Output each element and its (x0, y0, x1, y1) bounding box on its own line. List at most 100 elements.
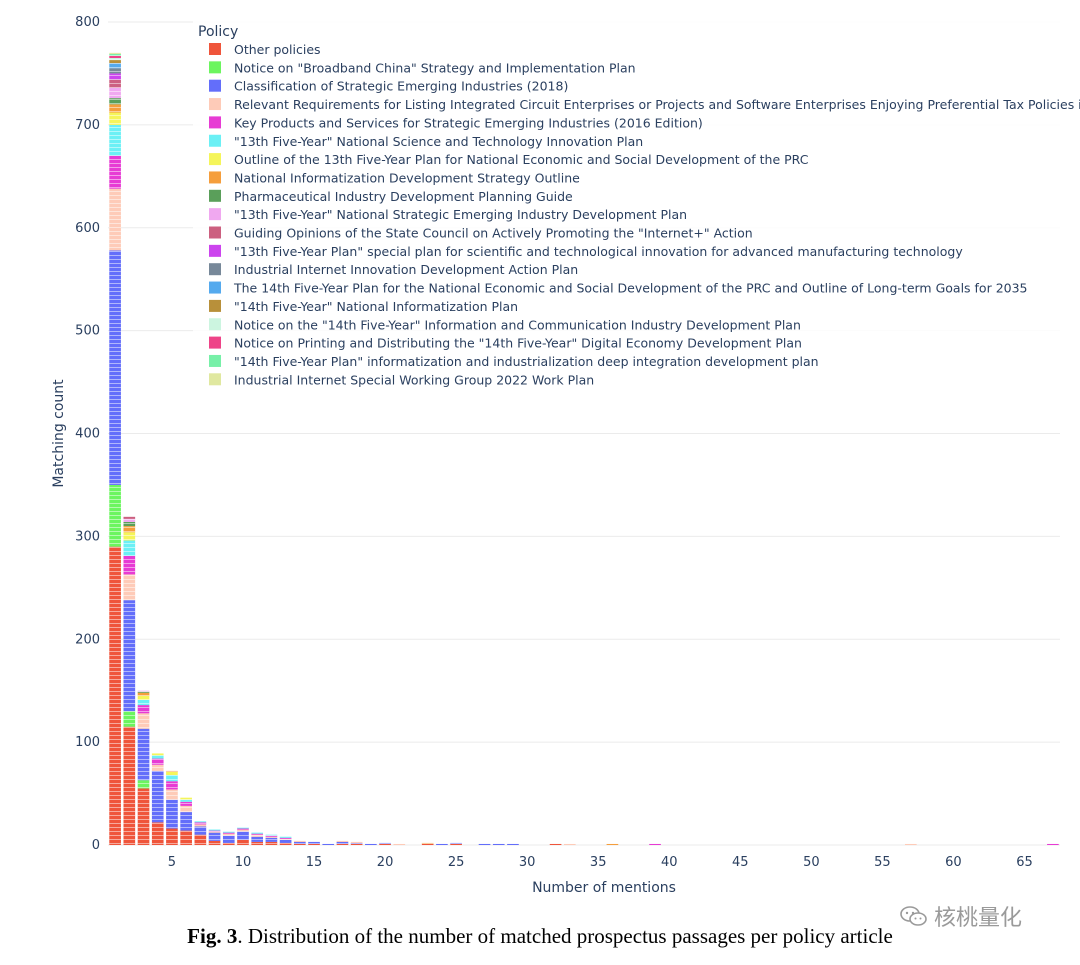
bar-stripe-overlay (904, 843, 917, 845)
legend-swatch (209, 61, 221, 74)
legend-entry: Key Products and Services for Strategic … (234, 115, 703, 130)
legend-background (193, 20, 1073, 392)
legend-entry: Other policies (234, 42, 321, 57)
y-tick-label: 400 (75, 427, 100, 442)
bar-stripe-overlay (265, 834, 278, 845)
figure-caption: Fig. 3. Distribution of the number of ma… (0, 924, 1080, 949)
x-tick-label: 10 (235, 855, 252, 870)
legend-entry: Notice on Printing and Distributing the … (234, 336, 802, 351)
bar-stripe-overlay (123, 516, 136, 845)
x-tick-label: 15 (306, 855, 323, 870)
bar-stripe-overlay (279, 836, 292, 845)
watermark-text: 核桃量化 (934, 906, 1023, 931)
legend-swatch (209, 226, 221, 239)
bar-stripe-overlay (393, 843, 406, 845)
bar-stripe-overlay (151, 753, 164, 845)
bar-stripe-overlay (336, 840, 349, 845)
bar-stripe-overlay (208, 829, 221, 845)
bar-stripe-overlay (563, 843, 576, 845)
caption-text: . Distribution of the number of matched … (237, 924, 893, 948)
bar-stripe-overlay (549, 843, 562, 845)
legend-swatch (209, 354, 221, 367)
x-tick-label: 60 (945, 855, 962, 870)
legend-swatch (209, 98, 221, 111)
x-tick-label: 40 (661, 855, 678, 870)
legend-swatch (209, 189, 221, 202)
bar-stripe-overlay (379, 842, 391, 845)
y-tick-label: 0 (92, 838, 100, 853)
bar-stripe-overlay (322, 843, 335, 845)
legend-title: Policy (198, 24, 238, 40)
legend-entry: National Informatization Development Str… (234, 170, 580, 185)
legend-swatch (209, 299, 221, 312)
y-tick-label: 200 (75, 632, 100, 647)
y-tick-label: 500 (75, 324, 100, 339)
bar-stripe-overlay (1047, 843, 1059, 845)
legend-swatch (209, 373, 221, 386)
y-tick-label: 600 (75, 221, 100, 236)
legend-entry: "14th Five-Year Plan" informatization an… (234, 354, 819, 369)
x-tick-label: 50 (803, 855, 820, 870)
legend-swatch (209, 336, 221, 349)
bar-stripe-overlay (606, 843, 619, 845)
bar-stripe-overlay (194, 821, 207, 845)
legend-entry: Notice on "Broadband China" Strategy and… (234, 60, 636, 75)
legend-swatch (209, 244, 221, 257)
x-tick-label: 45 (732, 855, 749, 870)
legend-swatch (209, 208, 221, 221)
bar-stripe-overlay (308, 841, 320, 845)
legend-entry: Guiding Opinions of the State Council on… (234, 226, 753, 241)
legend-entry: "14th Five-Year" National Informatizatio… (234, 299, 518, 314)
stacked-bar-chart: 0 100 200 300 400 500 600 700 800 5 10 15 20 25 30 35 40… (51, 15, 1080, 896)
legend-entry: "13th Five-Year" National Science and Te… (234, 134, 643, 149)
legend-entry: Relevant Requirements for Listing Integr… (234, 97, 1080, 112)
legend-swatch (209, 134, 221, 147)
bar-stripe-overlay (222, 831, 235, 845)
legend-entry: Industrial Internet Special Working Grou… (234, 372, 594, 387)
legend-entry: "13th Five-Year Plan" special plan for s… (234, 244, 963, 259)
y-tick-label: 800 (75, 15, 100, 30)
bar-stripe-overlay (478, 843, 491, 845)
x-tick-label: 30 (519, 855, 536, 870)
y-tick-label: 100 (75, 735, 100, 750)
bar-stripe-overlay (450, 842, 462, 845)
bar-stripe-overlay (251, 832, 264, 845)
bar-stripe-overlay (436, 843, 448, 845)
bar-stripe-overlay (137, 690, 150, 845)
x-tick-label: 5 (168, 855, 176, 870)
x-tick-label: 65 (1016, 855, 1033, 870)
watermark: 核桃量化 (900, 900, 1022, 932)
bar-stripe-overlay (293, 840, 306, 845)
legend-entry: Classification of Strategic Emerging Ind… (234, 79, 568, 94)
bar-stripe-overlay (166, 770, 178, 845)
bar-stripe-overlay (421, 842, 434, 845)
bar-stripe-overlay (237, 827, 249, 845)
bar-stripe-overlay (649, 843, 661, 845)
x-tick-label: 25 (448, 855, 465, 870)
bar-stripe-overlay (365, 843, 377, 845)
bar-stripe-overlay (180, 797, 192, 845)
y-tick-label: 300 (75, 529, 100, 544)
legend-swatch (209, 263, 221, 276)
legend-swatch (209, 153, 221, 166)
x-tick-label: 35 (590, 855, 607, 870)
legend-entry: Industrial Internet Innovation Developme… (234, 262, 578, 277)
legend-entry: Outline of the 13th Five-Year Plan for N… (234, 152, 809, 167)
legend-swatch (209, 79, 221, 92)
legend-swatch (209, 318, 221, 331)
legend-swatch (209, 171, 221, 184)
caption-label: Fig. 3 (187, 924, 238, 948)
wechat-icon (900, 906, 927, 926)
legend-swatch (209, 116, 221, 129)
y-tick-label: 700 (75, 118, 100, 133)
legend-entry: Notice on the "14th Five-Year" Informati… (234, 317, 801, 332)
legend-entry: Pharmaceutical Industry Development Plan… (234, 189, 573, 204)
bar-stripe-overlay (350, 841, 363, 845)
bar-stripe-overlay (507, 843, 519, 845)
x-tick-label: 55 (874, 855, 891, 870)
bar-stripe-overlay (492, 843, 505, 845)
x-tick-label: 20 (377, 855, 394, 870)
bar-stripe-overlay (109, 52, 121, 846)
legend-entry: "13th Five-Year" National Strategic Emer… (234, 207, 687, 222)
legend-swatch (209, 281, 221, 294)
